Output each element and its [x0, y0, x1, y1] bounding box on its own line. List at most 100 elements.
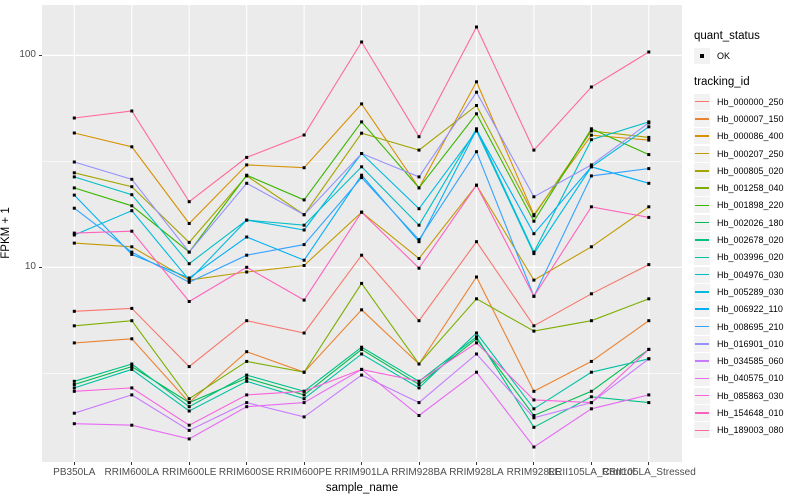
data-point — [647, 167, 651, 171]
legend-item-Hb_002678_020: Hb_002678_020 — [694, 231, 800, 249]
legend-item-Hb_016901_010: Hb_016901_010 — [694, 335, 800, 352]
data-point — [532, 389, 536, 393]
data-point — [302, 397, 306, 401]
data-point — [647, 153, 651, 157]
data-point — [589, 359, 593, 363]
data-point — [589, 174, 593, 178]
legend-key-swatch — [694, 197, 710, 214]
legend-item-Hb_189003_080: Hb_189003_080 — [694, 422, 800, 439]
data-point — [532, 219, 536, 223]
data-point — [245, 373, 249, 377]
data-point — [589, 319, 593, 323]
data-point — [187, 262, 191, 266]
legend-item-Hb_001258_040: Hb_001258_040 — [694, 179, 800, 197]
legend-item-label: Hb_006922_110 — [717, 304, 783, 315]
x-tick-label-RRIM600SE: RRIM600SE — [218, 467, 275, 478]
legend-item-label: Hb_034585_060 — [717, 356, 784, 367]
data-point — [589, 245, 593, 249]
data-point — [589, 401, 593, 405]
data-point — [302, 166, 306, 170]
data-point — [417, 319, 421, 323]
legend-item-Hb_005289_030: Hb_005289_030 — [694, 283, 800, 300]
legend-item-label: Hb_000207_250 — [717, 148, 784, 159]
data-point — [647, 347, 651, 351]
data-point — [360, 210, 364, 214]
legend-item-label: Hb_154648_010 — [717, 407, 784, 418]
legend-line-icon — [695, 412, 709, 414]
x-tick-label-RRIM600LE: RRIM600LE — [161, 467, 217, 478]
data-point — [245, 155, 249, 159]
data-point — [302, 415, 306, 419]
data-point — [130, 319, 134, 323]
legend-item-Hb_034585_060: Hb_034585_060 — [694, 352, 800, 370]
data-point — [532, 425, 536, 429]
data-point — [589, 389, 593, 393]
data-point — [302, 243, 306, 247]
data-point — [187, 397, 191, 401]
data-point — [589, 127, 593, 131]
point-glyph — [700, 54, 704, 58]
data-point — [475, 297, 478, 301]
data-point — [130, 109, 134, 113]
data-point — [187, 276, 191, 280]
data-point — [72, 131, 76, 135]
data-point — [245, 235, 249, 239]
legend-item-label: Hb_000086_400 — [717, 131, 784, 142]
data-point — [130, 229, 134, 233]
data-point — [360, 347, 364, 351]
legend-tracking-items: Hb_000000_250 Hb_000007_150 Hb_000086_400 H… — [694, 93, 800, 439]
data-point — [417, 240, 421, 244]
data-point — [360, 308, 364, 312]
data-point — [72, 389, 76, 393]
x-tick-mark — [73, 462, 75, 465]
data-point — [130, 209, 134, 213]
data-point — [475, 25, 478, 29]
y-tick-label-10: 10 — [24, 261, 36, 272]
legend-line-icon — [695, 221, 709, 224]
data-point — [532, 414, 536, 417]
data-point — [475, 80, 478, 84]
legend-line-icon — [695, 135, 709, 137]
data-point — [360, 352, 364, 356]
legend-title-quant-status: quant_status — [694, 30, 760, 42]
data-point — [417, 401, 421, 405]
data-point — [417, 175, 421, 179]
data-point — [532, 232, 536, 236]
legend-key-swatch — [694, 318, 710, 335]
data-point — [475, 337, 478, 341]
data-point — [187, 278, 191, 282]
legend-item-label: Hb_002026_180 — [717, 217, 784, 228]
data-point — [245, 359, 249, 363]
data-point — [245, 218, 249, 222]
data-point — [187, 365, 191, 369]
data-point — [532, 416, 536, 420]
data-point — [360, 373, 364, 377]
data-point — [302, 370, 306, 374]
data-point — [647, 135, 651, 139]
data-point — [647, 401, 651, 405]
data-point — [417, 207, 421, 211]
data-point — [647, 393, 651, 397]
legend-item-label: Hb_008695_210 — [717, 321, 784, 332]
data-point — [72, 386, 76, 390]
data-point — [130, 185, 134, 189]
data-point — [245, 265, 249, 269]
legend-line-icon — [695, 291, 709, 293]
data-point — [130, 393, 134, 397]
data-point — [589, 138, 593, 142]
legend-item-label: Hb_000000_250 — [717, 96, 784, 107]
data-point — [130, 423, 134, 427]
x-tick-label-RRIM901LA: RRIM901LA — [334, 467, 389, 478]
data-point — [589, 370, 593, 374]
data-point — [417, 238, 421, 242]
data-point — [302, 133, 306, 137]
data-point — [475, 150, 478, 154]
x-tick-mark — [361, 462, 363, 465]
data-point — [130, 145, 134, 149]
data-point — [72, 231, 76, 235]
legend-item-label: Hb_000007_150 — [717, 113, 784, 124]
x-tick-mark — [188, 462, 190, 465]
data-point — [417, 223, 421, 227]
legend-line-icon — [695, 343, 709, 345]
plot-panel — [42, 5, 682, 462]
